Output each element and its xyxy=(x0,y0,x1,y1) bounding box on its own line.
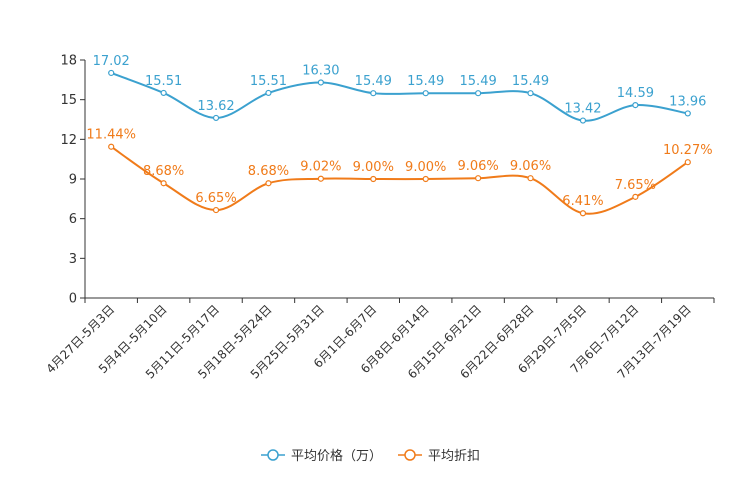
legend-item-0[interactable]: 平均价格（万） xyxy=(261,448,382,464)
series-0-point xyxy=(475,90,482,97)
legend[interactable]: 平均价格（万） 平均折扣 xyxy=(261,448,480,464)
series-0-line xyxy=(110,72,688,122)
series-0-point xyxy=(317,79,324,86)
series-0: 17.02 15.51 13.62 15.51 16.30 15.49 15.49 15.49… xyxy=(93,54,706,124)
series-1-point xyxy=(108,143,115,150)
series-1-data-label: 6.41% xyxy=(562,194,603,209)
series-1-data-label: 9.00% xyxy=(405,160,446,175)
series-1-point xyxy=(422,175,429,183)
y-tick-label: 12 xyxy=(60,133,77,148)
series-1-point xyxy=(684,159,691,166)
y-tick-label: 6 xyxy=(69,212,77,227)
series-0-point xyxy=(108,69,115,77)
series-1-point xyxy=(317,175,324,182)
series-0-point xyxy=(265,89,272,97)
series-1-data-label: 9.00% xyxy=(353,160,394,175)
series-0-point xyxy=(632,101,639,109)
series-0-data-label: 15.51 xyxy=(145,74,182,89)
legend-item-1[interactable]: 平均折扣 xyxy=(398,449,480,464)
series-1: 11.44% 8.68% 6.65% 8.68% 9.02% 9.00% 9.00% 9.06… xyxy=(86,128,713,217)
series-0-data-label: 13.42 xyxy=(564,102,601,117)
series-0-point xyxy=(684,110,691,117)
series-0-point xyxy=(370,90,377,97)
series-0-data-label: 15.49 xyxy=(355,74,392,89)
series-0-data-label: 15.49 xyxy=(512,74,549,89)
series-0-data-label: 16.30 xyxy=(302,63,339,78)
series-1-data-label: 7.65% xyxy=(615,178,656,193)
legend-1-marker-icon xyxy=(404,449,416,461)
legend-1-label: 平均折扣 xyxy=(428,449,480,464)
series-0-point xyxy=(579,117,587,124)
y-tick-label: 15 xyxy=(60,93,77,108)
series-1-point xyxy=(370,175,377,183)
y-tick-label: 0 xyxy=(69,292,77,307)
legend-0-label: 平均价格（万） xyxy=(291,448,382,464)
y-tick-label: 18 xyxy=(60,54,77,69)
y-tick-label: 9 xyxy=(69,173,77,188)
legend-0-marker-icon xyxy=(267,449,279,461)
axes: 03691215184月27日-5月3日5月4日-5月10日5月11日-5月17… xyxy=(43,54,715,382)
series-0-data-label: 14.59 xyxy=(617,86,654,101)
series-0-data-label: 13.62 xyxy=(197,99,234,114)
series-1-data-label: 8.68% xyxy=(143,164,184,179)
series-1-data-label: 9.06% xyxy=(510,159,551,174)
series-1-data-label: 10.27% xyxy=(663,143,713,158)
series-1-point xyxy=(212,206,220,214)
y-tick-label: 3 xyxy=(69,252,77,267)
series-1-point xyxy=(265,180,272,187)
series-0-data-label: 13.96 xyxy=(669,94,706,109)
series-layer: 17.02 15.51 13.62 15.51 16.30 15.49 15.49 15.49… xyxy=(86,54,713,217)
series-0-point xyxy=(160,89,167,97)
series-1-point xyxy=(579,210,587,217)
series-1-point xyxy=(632,193,639,200)
series-1-data-label: 6.65% xyxy=(195,191,236,206)
series-1-point xyxy=(160,180,167,187)
series-1-data-label: 9.02% xyxy=(300,160,341,175)
series-1-data-label: 8.68% xyxy=(248,164,289,179)
series-0-data-label: 15.49 xyxy=(407,74,444,89)
series-0-data-label: 15.51 xyxy=(250,74,287,89)
series-0-point xyxy=(422,90,429,97)
series-1-line xyxy=(110,145,689,215)
series-0-data-label: 15.49 xyxy=(460,74,497,89)
series-1-data-label: 11.44% xyxy=(86,128,136,143)
series-0-data-label: 17.02 xyxy=(93,54,130,69)
series-0-point xyxy=(212,114,220,122)
series-0-point xyxy=(527,90,534,97)
series-1-point xyxy=(527,175,534,182)
series-1-point xyxy=(475,175,482,182)
series-1-data-label: 9.06% xyxy=(457,159,498,174)
